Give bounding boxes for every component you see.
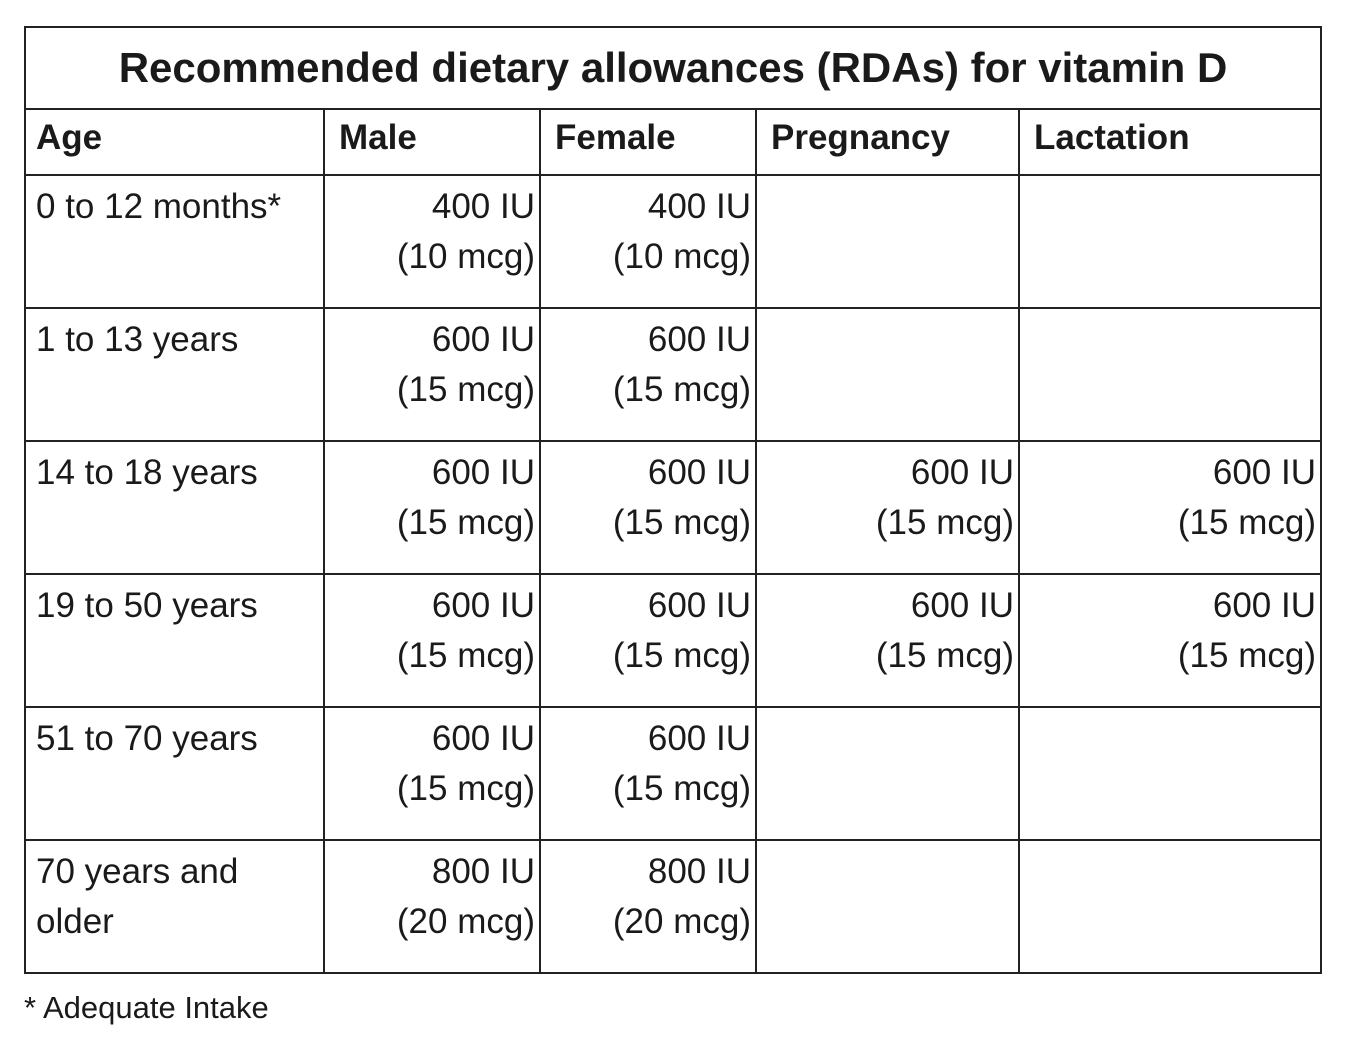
pregnancy-mcg: (15 mcg) [875,503,1014,542]
header-male: Male [323,108,541,176]
age-cell: 0 to 12 months* [24,174,325,309]
lactation-iu: 600 IU [1212,586,1316,625]
female-cell: 400 IU (10 mcg) [539,174,757,309]
female-iu: 400 IU [647,187,751,226]
pregnancy-cell [755,307,1020,442]
pregnancy-iu: 600 IU [910,453,1014,492]
table-title: Recommended dietary allowances (RDAs) fo… [24,26,1322,110]
title-row: Recommended dietary allowances (RDAs) fo… [24,26,1322,110]
lactation-cell: 600 IU (15 mcg) [1018,573,1322,708]
male-iu: 600 IU [431,586,535,625]
table-row: 70 years and older 800 IU (20 mcg) 800 IU… [24,839,1322,974]
table-row: 0 to 12 months* 400 IU (10 mcg) 400 IU (10… [24,174,1322,309]
female-iu: 800 IU [647,852,751,891]
age-cell: 1 to 13 years [24,307,325,442]
table-row: 19 to 50 years 600 IU (15 mcg) 600 IU (15 … [24,573,1322,708]
male-mcg: (15 mcg) [396,636,535,675]
header-row: Age Male Female Pregnancy Lactation [24,108,1322,176]
female-cell: 600 IU (15 mcg) [539,573,757,708]
pregnancy-cell: 600 IU (15 mcg) [755,573,1020,708]
pregnancy-cell: 600 IU (15 mcg) [755,440,1020,575]
male-iu: 800 IU [431,852,535,891]
header-age: Age [24,108,325,176]
male-cell: 600 IU (15 mcg) [323,706,541,841]
pregnancy-mcg: (15 mcg) [875,636,1014,675]
age-cell: 14 to 18 years [24,440,325,575]
female-mcg: (20 mcg) [612,902,751,941]
male-cell: 600 IU (15 mcg) [323,573,541,708]
lactation-mcg: (15 mcg) [1177,636,1316,675]
table-row: 1 to 13 years 600 IU (15 mcg) 600 IU (15 m… [24,307,1322,442]
female-iu: 600 IU [647,453,751,492]
female-mcg: (10 mcg) [612,237,751,276]
female-mcg: (15 mcg) [612,636,751,675]
male-iu: 600 IU [431,719,535,758]
age-cell: 51 to 70 years [24,706,325,841]
age-cell: 19 to 50 years [24,573,325,708]
age-cell: 70 years and older [24,839,325,974]
female-iu: 600 IU [647,719,751,758]
female-iu: 600 IU [647,586,751,625]
lactation-cell [1018,174,1322,309]
female-cell: 600 IU (15 mcg) [539,440,757,575]
male-mcg: (15 mcg) [396,769,535,808]
header-pregnancy: Pregnancy [755,108,1020,176]
lactation-cell [1018,706,1322,841]
male-iu: 400 IU [431,187,535,226]
table-row: 14 to 18 years 600 IU (15 mcg) 600 IU (15 … [24,440,1322,575]
rda-table: Recommended dietary allowances (RDAs) fo… [24,26,1322,974]
male-mcg: (20 mcg) [396,902,535,941]
male-cell: 400 IU (10 mcg) [323,174,541,309]
female-cell: 800 IU (20 mcg) [539,839,757,974]
lactation-cell [1018,839,1322,974]
female-mcg: (15 mcg) [612,769,751,808]
pregnancy-cell [755,174,1020,309]
lactation-cell [1018,307,1322,442]
female-cell: 600 IU (15 mcg) [539,706,757,841]
male-mcg: (15 mcg) [396,503,535,542]
female-mcg: (15 mcg) [612,503,751,542]
female-iu: 600 IU [647,320,751,359]
header-lactation: Lactation [1018,108,1322,176]
footnote: * Adequate Intake [24,990,269,1025]
female-cell: 600 IU (15 mcg) [539,307,757,442]
male-mcg: (10 mcg) [396,237,535,276]
male-mcg: (15 mcg) [396,370,535,409]
male-cell: 600 IU (15 mcg) [323,307,541,442]
table-row: 51 to 70 years 600 IU (15 mcg) 600 IU (15 … [24,706,1322,841]
lactation-mcg: (15 mcg) [1177,503,1316,542]
pregnancy-cell [755,706,1020,841]
pregnancy-cell [755,839,1020,974]
male-iu: 600 IU [431,320,535,359]
header-female: Female [539,108,757,176]
female-mcg: (15 mcg) [612,370,751,409]
male-iu: 600 IU [431,453,535,492]
lactation-cell: 600 IU (15 mcg) [1018,440,1322,575]
lactation-iu: 600 IU [1212,453,1316,492]
pregnancy-iu: 600 IU [910,586,1014,625]
male-cell: 600 IU (15 mcg) [323,440,541,575]
male-cell: 800 IU (20 mcg) [323,839,541,974]
